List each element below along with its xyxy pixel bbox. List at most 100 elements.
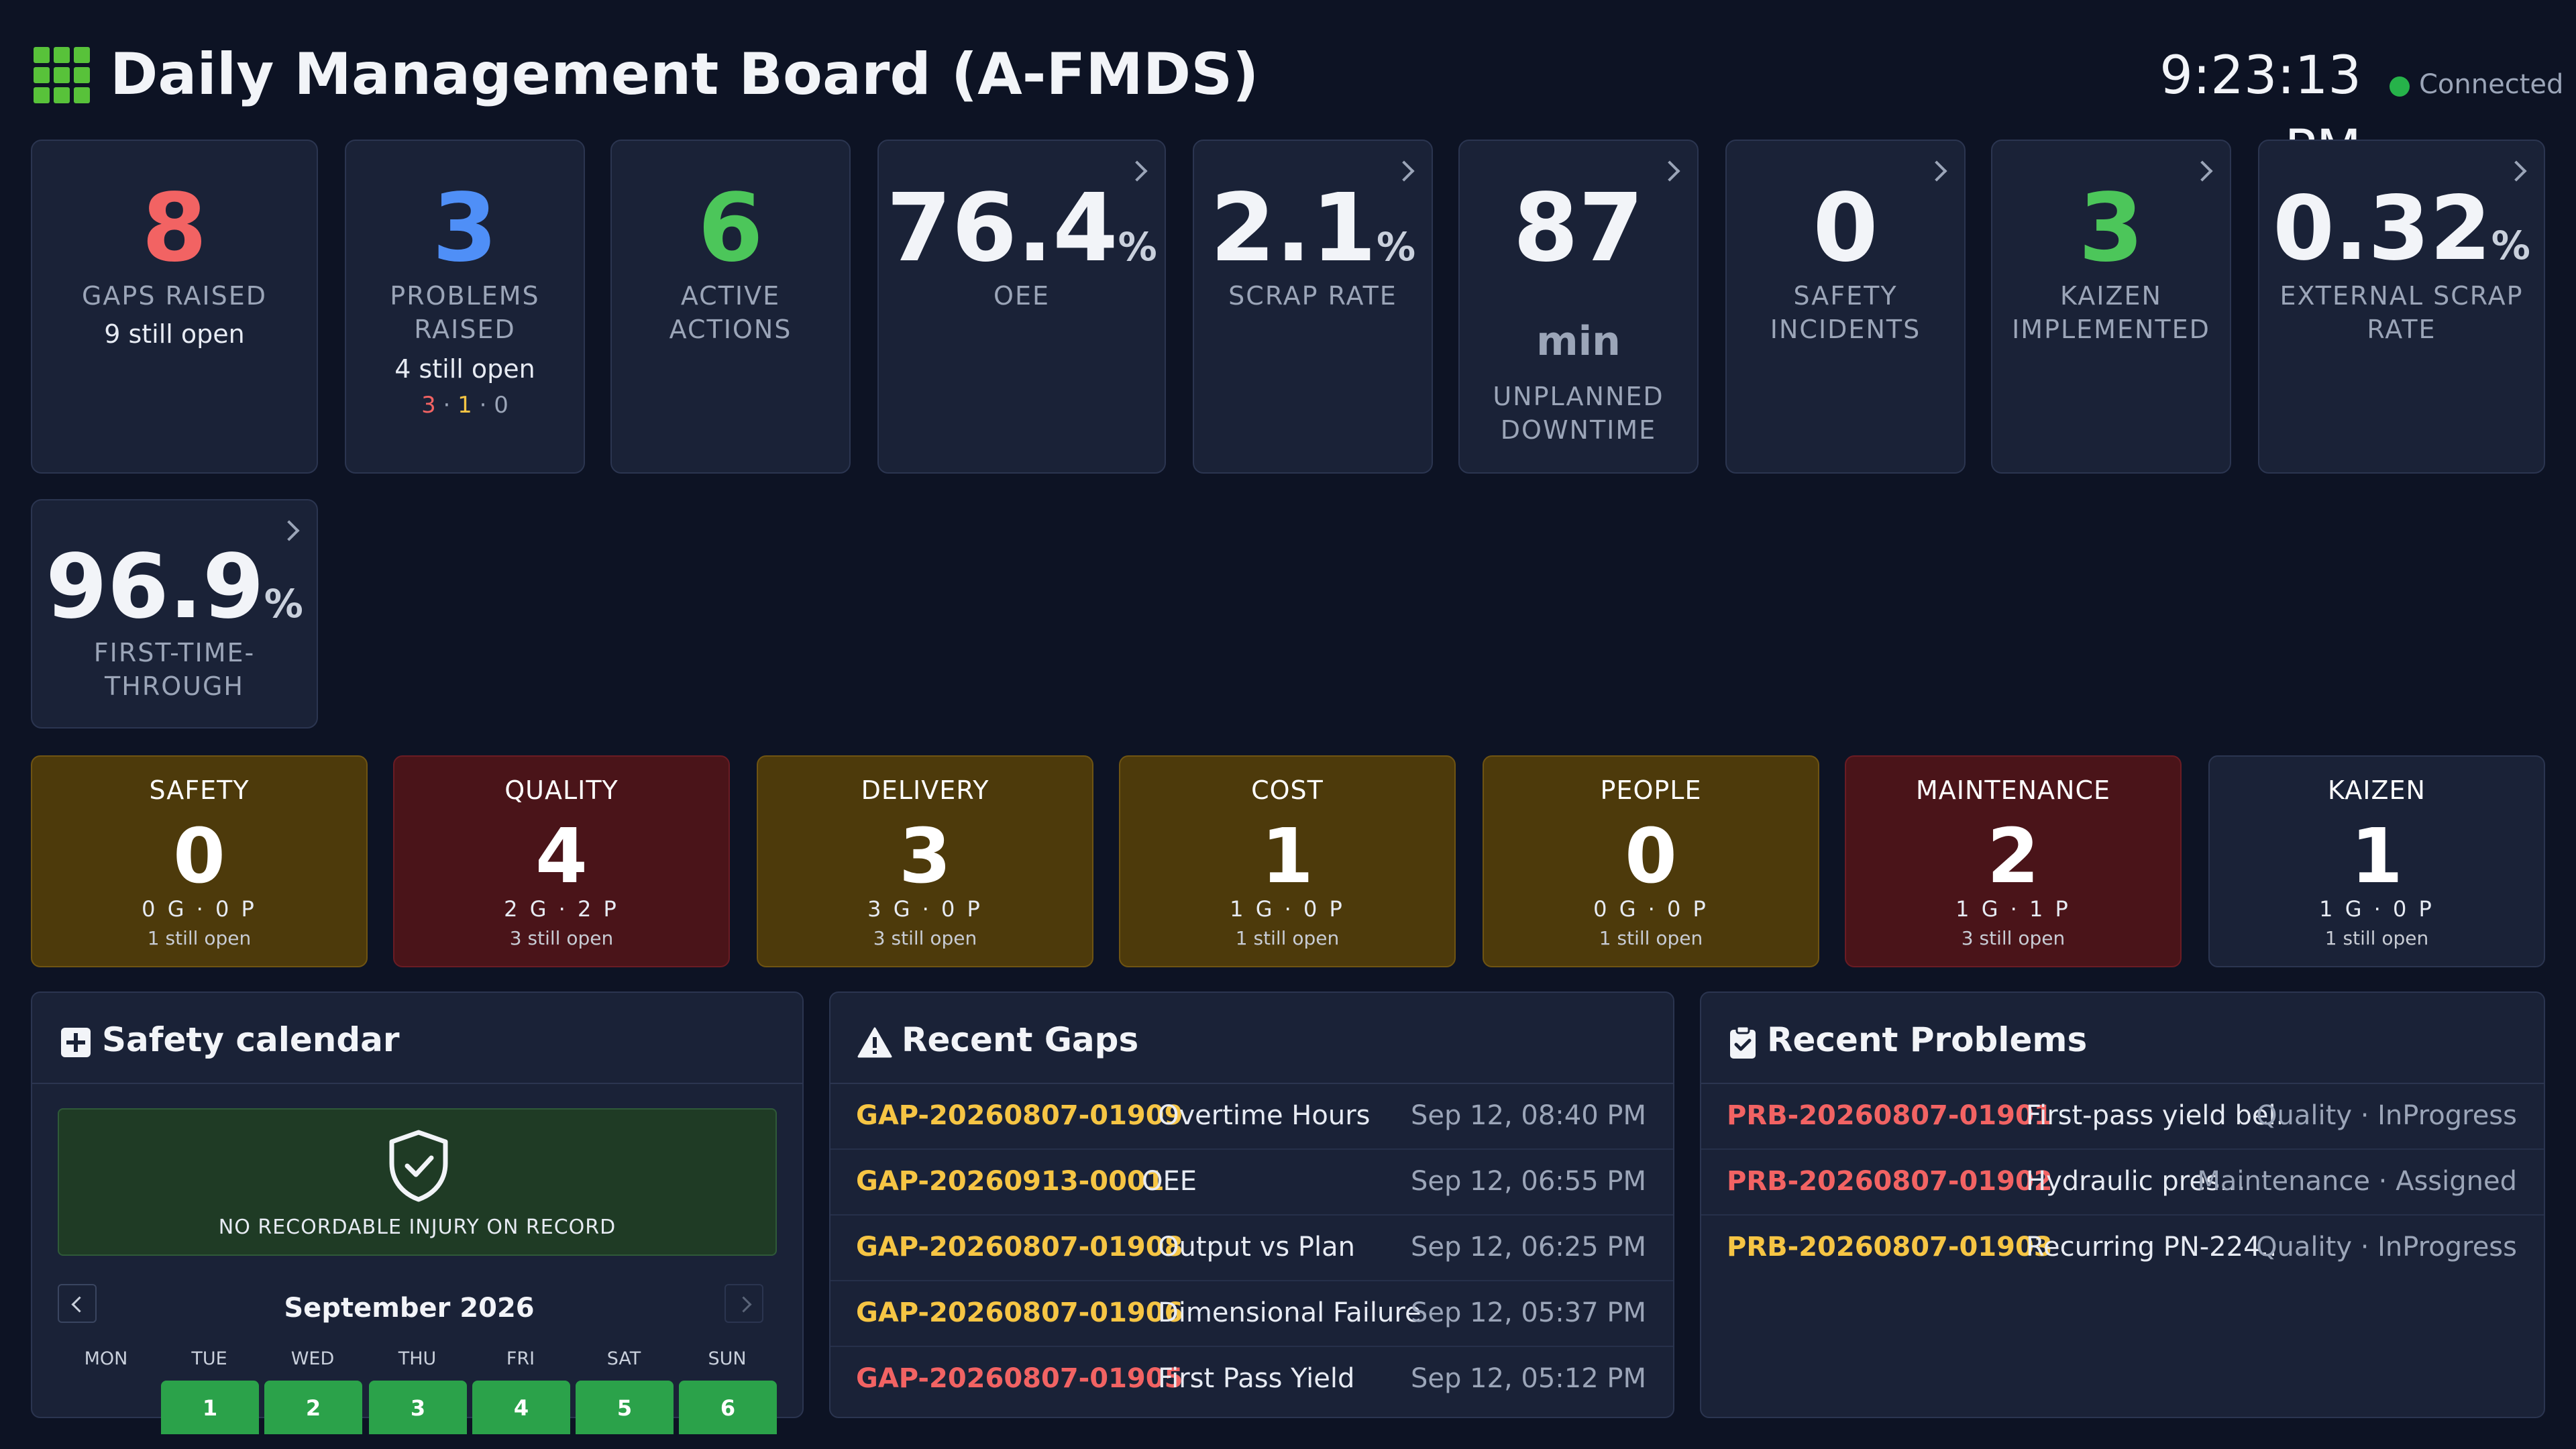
- calendar-day[interactable]: 5: [576, 1381, 674, 1434]
- category-count: 0: [173, 813, 225, 900]
- category-open-count: 3 still open: [873, 927, 977, 949]
- downtime-value: 87: [1513, 174, 1644, 283]
- gap-row[interactable]: GAP-20260807-01909 Overtime Hours Sep 12…: [830, 1084, 1673, 1150]
- category-open-count: 1 still open: [147, 927, 252, 949]
- problem-row[interactable]: PRB-20260807-01902 Hydraulic pres... Mai…: [1701, 1150, 2544, 1216]
- calendar-next-button[interactable]: [724, 1284, 763, 1323]
- gaps-raised-label: GAPS RAISED: [81, 281, 267, 311]
- gap-time: Sep 12, 08:40 PM: [1410, 1100, 1646, 1131]
- problem-id: PRB-20260807-01902: [1727, 1166, 2053, 1197]
- safety-incidents-value: 0: [1813, 174, 1878, 283]
- calendar-day[interactable]: 1: [161, 1381, 259, 1434]
- category-card-quality[interactable]: QUALITY 4 2 G · 2 P 3 still open: [393, 755, 730, 967]
- gap-name: First Pass Yield: [1158, 1363, 1355, 1394]
- kpi-card-oee[interactable]: 76.4% OEE: [877, 140, 1166, 474]
- recent-problems-title: Recent Problems: [1767, 1020, 2088, 1059]
- weekday-sat: SAT: [606, 1348, 641, 1369]
- gap-id: GAP-20260807-01909: [856, 1100, 1183, 1131]
- weekday-tue: TUE: [191, 1348, 227, 1369]
- kpi-card-external-scrap-rate[interactable]: 0.32% EXTERNAL SCRAP RATE: [2258, 140, 2545, 474]
- problem-meta: Quality · InProgress: [2256, 1232, 2517, 1263]
- problem-name: First-pass yield bel...: [2026, 1100, 2281, 1131]
- plus-box-icon: [61, 1027, 91, 1057]
- category-name: MAINTENANCE: [1915, 775, 2111, 805]
- divider: [830, 1083, 1673, 1084]
- problems-raised-value: 3: [432, 174, 498, 283]
- kpi-card-gaps-raised[interactable]: 8 GAPS RAISED 9 still open: [31, 140, 318, 474]
- category-gaps-problems: 1 G · 0 P: [1230, 896, 1345, 922]
- scrap-rate-label: SCRAP RATE: [1228, 281, 1397, 311]
- kpi-card-unplanned-downtime[interactable]: 87 UNPLANNED DOWNTIME: [1458, 140, 1699, 474]
- gap-name: Overtime Hours: [1158, 1100, 1371, 1131]
- category-card-cost[interactable]: COST 1 1 G · 0 P 1 still open: [1119, 755, 1456, 967]
- category-open-count: 3 still open: [1961, 927, 2065, 949]
- calendar-day[interactable]: 6: [679, 1381, 777, 1434]
- kpi-card-kaizen-implemented[interactable]: 3 KAIZEN IMPLEMENTED: [1991, 140, 2231, 474]
- weekday-wed: WED: [290, 1348, 335, 1369]
- category-open-count: 1 still open: [1235, 927, 1340, 949]
- category-gaps-problems: 1 G · 0 P: [2319, 896, 2434, 922]
- category-name: DELIVERY: [861, 775, 989, 805]
- category-card-delivery[interactable]: DELIVERY 3 3 G · 0 P 3 still open: [757, 755, 1093, 967]
- category-card-safety[interactable]: SAFETY 0 0 G · 0 P 1 still open: [31, 755, 368, 967]
- category-count: 4: [535, 813, 588, 900]
- category-name: SAFETY: [149, 775, 250, 805]
- kpi-card-scrap-rate[interactable]: 2.1% SCRAP RATE: [1193, 140, 1433, 474]
- ftt-value: 96.9%: [46, 535, 303, 639]
- gap-id: GAP-20260807-01906: [856, 1297, 1183, 1328]
- problem-name: Hydraulic pres...: [2026, 1166, 2245, 1197]
- kpi-card-active-actions[interactable]: 6 ACTIVE ACTIONS: [610, 140, 851, 474]
- gap-row[interactable]: GAP-20260807-01908 Output vs Plan Sep 12…: [830, 1216, 1673, 1281]
- category-gaps-problems: 3 G · 0 P: [867, 896, 983, 922]
- recent-gaps-header: Recent Gaps: [857, 1006, 1138, 1073]
- gap-row[interactable]: GAP-20260807-01905 First Pass Yield Sep …: [830, 1347, 1673, 1413]
- gap-time: Sep 12, 06:55 PM: [1410, 1166, 1646, 1197]
- weekday-mon: MON: [84, 1348, 128, 1369]
- problems-breakdown: 3 · 1 · 0: [421, 392, 508, 419]
- oee-label: OEE: [994, 281, 1050, 311]
- gap-row[interactable]: GAP-20260913-0001 OEE Sep 12, 06:55 PM: [830, 1150, 1673, 1216]
- app-grid-icon[interactable]: [34, 47, 90, 103]
- problems-breakdown-red: 3: [421, 392, 436, 419]
- calendar-day[interactable]: 4: [472, 1381, 570, 1434]
- category-name: QUALITY: [504, 775, 619, 805]
- safety-calendar-header: Safety calendar: [59, 1006, 400, 1073]
- problem-meta: Maintenance · Assigned: [2197, 1166, 2517, 1197]
- gap-time: Sep 12, 05:37 PM: [1410, 1297, 1646, 1328]
- category-count: 0: [1625, 813, 1677, 900]
- active-actions-label: ACTIVE ACTIONS: [669, 281, 792, 344]
- weekday-sun: SUN: [708, 1348, 747, 1369]
- gap-row[interactable]: GAP-20260807-01906 Dimensional Failure .…: [830, 1281, 1673, 1347]
- category-count: 1: [1261, 813, 1313, 900]
- divider: [1701, 1083, 2544, 1084]
- problems-raised-label: PROBLEMS RAISED: [390, 281, 540, 344]
- kpi-card-first-time-through[interactable]: 96.9% FIRST-TIME-THROUGH: [31, 499, 318, 729]
- problem-row[interactable]: PRB-20260807-01901 First-pass yield bel.…: [1701, 1084, 2544, 1150]
- category-card-people[interactable]: PEOPLE 0 0 G · 0 P 1 still open: [1483, 755, 1819, 967]
- weekday-fri: FRI: [506, 1348, 535, 1369]
- problem-row[interactable]: PRB-20260807-01903 Recurring PN-224... Q…: [1701, 1216, 2544, 1281]
- gap-id: GAP-20260807-01908: [856, 1232, 1183, 1263]
- calendar-prev-button[interactable]: [58, 1284, 97, 1323]
- weekday-thu: THU: [398, 1348, 437, 1369]
- category-card-maintenance[interactable]: MAINTENANCE 2 1 G · 1 P 3 still open: [1845, 755, 2182, 967]
- category-open-count: 1 still open: [1599, 927, 1703, 949]
- problems-breakdown-grey: 0: [494, 392, 508, 419]
- problem-meta: Quality · InProgress: [2256, 1100, 2517, 1131]
- external-scrap-label: EXTERNAL SCRAP RATE: [2279, 281, 2524, 344]
- kpi-card-safety-incidents[interactable]: 0 SAFETY INCIDENTS: [1725, 140, 1966, 474]
- calendar-day[interactable]: 3: [369, 1381, 467, 1434]
- kpi-card-problems-raised[interactable]: 3 PROBLEMS RAISED 4 still open 3 · 1 · 0: [345, 140, 585, 474]
- category-name: COST: [1251, 775, 1324, 805]
- gap-time: Sep 12, 05:12 PM: [1410, 1363, 1646, 1394]
- kaizen-implemented-label: KAIZEN IMPLEMENTED: [2012, 281, 2210, 344]
- safety-banner-text: NO RECORDABLE INJURY ON RECORD: [218, 1216, 616, 1239]
- divider: [32, 1083, 802, 1084]
- oee-value: 76.4%: [886, 174, 1157, 283]
- warning-icon: [857, 1027, 892, 1057]
- problems-breakdown-yellow: 1: [458, 392, 472, 419]
- active-actions-value: 6: [698, 174, 763, 283]
- recent-problems-header: Recent Problems: [1728, 1006, 2087, 1073]
- category-card-kaizen[interactable]: KAIZEN 1 1 G · 0 P 1 still open: [2208, 755, 2545, 967]
- calendar-day[interactable]: 2: [264, 1381, 362, 1434]
